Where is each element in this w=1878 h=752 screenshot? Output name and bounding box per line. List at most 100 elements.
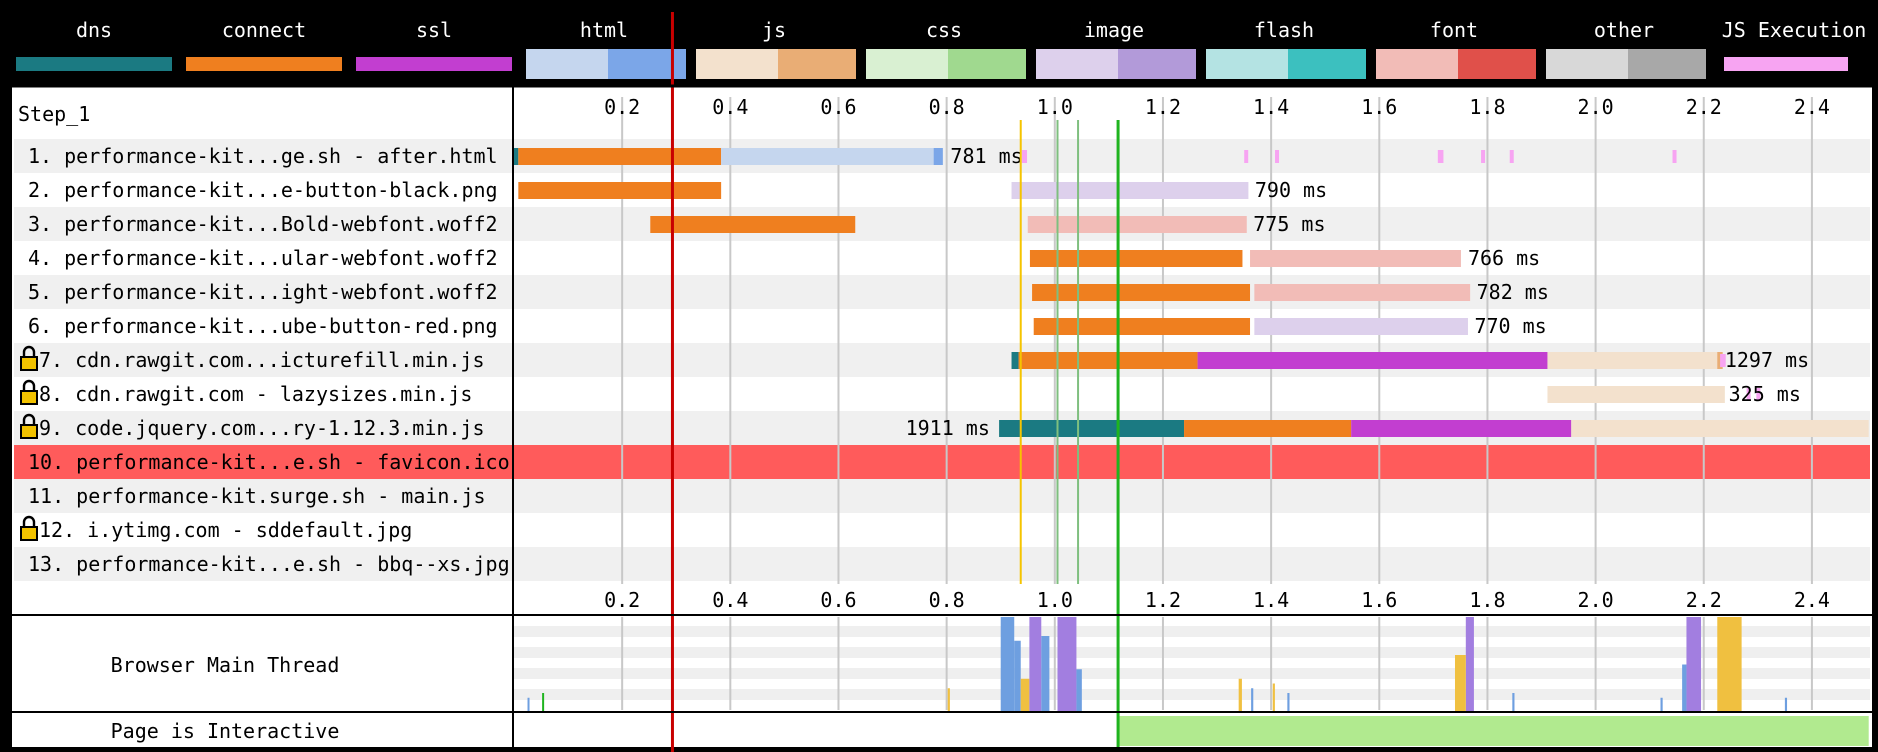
main-thread-burst [527,697,530,712]
main-thread-burst [1465,617,1474,712]
js-execution-tick [1746,388,1751,401]
legend-swatch-1 [186,57,342,71]
request-time-label: 782 ms [1477,280,1549,304]
lock-body [20,356,38,371]
request-bar-segment [650,216,856,233]
request-label: 5. performance-kit...ight-webfont.woff2 [28,280,498,304]
row-stripe [14,275,1870,309]
request-bar-segment [1184,420,1352,437]
x-tick-label-top: 2.4 [1794,95,1830,119]
legend-swatch-dark-5 [948,49,1026,79]
request-bar-segment [933,148,943,165]
x-tick-label-bottom: 1.6 [1361,588,1397,612]
js-execution-tick [1481,150,1486,163]
request-bar-segment [1032,284,1251,301]
request-label: 12. i.ytimg.com - sddefault.jpg [39,518,412,542]
highlight-row [14,445,1870,479]
main-thread-burst [1784,697,1788,712]
legend-swatch-light-5 [866,49,948,79]
x-tick-label-bottom: 0.8 [929,588,965,612]
legend-swatch-light-6 [1036,49,1118,79]
main-thread-burst [1029,617,1042,712]
request-bar-segment [1351,420,1572,437]
request-label: 10. performance-kit...e.sh - favicon.ico [28,450,510,474]
main-thread-burst [1682,664,1687,712]
interactive-label: Page is Interactive [111,719,340,743]
legend-label-2: ssl [416,18,452,42]
lock-shackle [22,413,36,425]
x-tick-label-bottom: 2.4 [1794,588,1830,612]
request-bar-segment [1197,352,1548,369]
request-label: 13. performance-kit...e.sh - bbq--xs.jpg [28,552,510,576]
request-time-label: 781 ms [950,144,1022,168]
legend-label-0: dns [76,18,112,42]
main-thread-burst [1014,640,1021,712]
legend-label-8: font [1430,18,1478,42]
main-thread-burst [1057,617,1077,712]
legend-label-7: flash [1254,18,1314,42]
legend-swatch-dark-3 [608,49,686,79]
main-thread-burst [1287,693,1290,712]
lock-body [20,424,38,439]
lock-icon [20,413,38,439]
request-bar-segment [1027,216,1247,233]
lock-shackle [22,379,36,391]
main-thread-burst [947,688,950,712]
legend-swatch-10 [1724,57,1848,71]
request-bar-segment [1011,182,1249,199]
lock-icon [20,379,38,405]
x-tick-label-bottom: 2.2 [1686,588,1722,612]
request-label: 11. performance-kit.surge.sh - main.js [28,484,486,508]
legend-swatch-dark-4 [778,49,856,79]
main-thread-burst [1686,617,1702,712]
js-execution-tick [1672,150,1677,163]
legend-label-10: JS Execution [1722,18,1867,42]
x-tick-label-bottom: 2.0 [1578,588,1614,612]
x-tick-label-top: 1.8 [1469,95,1505,119]
legend-swatch-light-3 [526,49,608,79]
request-bar-segment [518,148,722,165]
x-tick-label-top: 1.6 [1361,95,1397,119]
x-tick-label-top: 0.6 [820,95,856,119]
request-time-label: 766 ms [1468,246,1540,270]
legend-swatch-light-4 [696,49,778,79]
js-execution-tick [1244,150,1249,163]
x-tick-label-top: 2.0 [1578,95,1614,119]
request-time-label: 1911 ms [906,416,990,440]
lock-icon [20,345,38,371]
legend: dns connect ssl html js css image flash font othe… [16,18,1866,79]
legend-swatch-light-8 [1376,49,1458,79]
legend-swatch-light-7 [1206,49,1288,79]
main-thread-burst [1272,683,1275,712]
request-label: 9. code.jquery.com...ry-1.12.3.min.js [39,416,485,440]
request-bar-segment [1547,386,1725,403]
lock-shackle [22,515,36,527]
request-bar-segment [1018,352,1198,369]
x-tick-label-top: 0.2 [604,95,640,119]
main-thread-burst [542,693,545,712]
x-tick-label-bottom: 1.8 [1469,588,1505,612]
legend-swatch-dark-7 [1288,49,1366,79]
request-bar-segment [999,420,1185,437]
request-bar-segment [1254,284,1471,301]
request-bar-segment [1717,352,1723,369]
main-thread-burst [1251,688,1254,712]
legend-swatch-dark-6 [1118,49,1196,79]
x-tick-label-bottom: 0.4 [712,588,748,612]
request-label: 1. performance-kit...ge.sh - after.html [28,144,498,168]
lock-shackle [22,345,36,357]
request-bar-segment [1033,318,1251,335]
js-execution-tick [1439,150,1444,163]
legend-swatch-0 [16,57,172,71]
request-bar-segment [721,148,934,165]
main-thread-burst [1717,617,1742,712]
main-thread-burst [1660,697,1663,712]
request-label: 6. performance-kit...ube-button-red.png [28,314,498,338]
x-tick-label-bottom: 0.2 [604,588,640,612]
x-tick-label-top: 2.2 [1686,95,1722,119]
request-label: 8. cdn.rawgit.com - lazysizes.min.js [39,382,472,406]
x-tick-label-top: 0.4 [712,95,748,119]
legend-swatch-light-9 [1546,49,1628,79]
x-tick-label-bottom: 1.0 [1037,588,1073,612]
x-tick-label-top: 1.0 [1037,95,1073,119]
